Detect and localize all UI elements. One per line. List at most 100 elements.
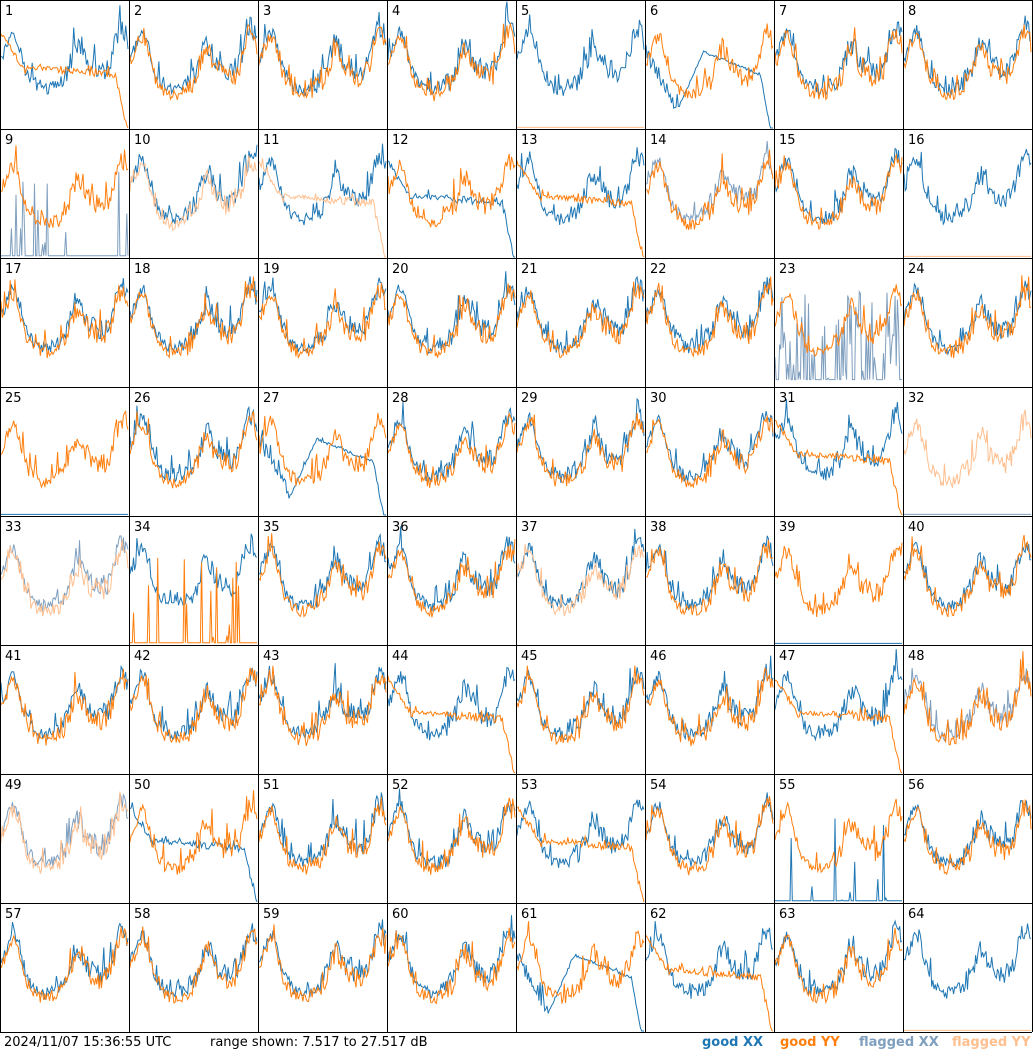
series-xx-good xyxy=(516,528,645,609)
panel-label: 62 xyxy=(650,907,667,922)
panel-63: 63 xyxy=(774,907,903,1004)
panel-label: 28 xyxy=(392,391,409,406)
series-xx-good xyxy=(129,667,258,742)
series-yy-good xyxy=(903,275,1032,359)
panel-label: 16 xyxy=(908,133,925,148)
series-xx-flagged xyxy=(0,535,129,612)
panel-label: 36 xyxy=(392,520,409,535)
panel-label: 21 xyxy=(521,262,538,277)
panel-label: 14 xyxy=(650,133,667,148)
range-label: range shown: 7.517 to 27.517 dB xyxy=(210,1035,428,1050)
panel-21: 21 xyxy=(516,262,645,358)
panel-label: 13 xyxy=(521,133,538,148)
panel-label: 58 xyxy=(134,907,151,922)
panel-label: 61 xyxy=(521,907,538,922)
panel-64: 64 xyxy=(903,907,1032,1031)
panel-label: 3 xyxy=(263,4,271,19)
panel-label: 30 xyxy=(650,391,667,406)
series-yy-good xyxy=(387,153,516,228)
panel-26: 26 xyxy=(129,391,258,489)
series-xx-good xyxy=(0,665,129,740)
series-yy-good xyxy=(516,412,645,487)
panel-53: 53 xyxy=(516,778,645,903)
panel-23: 23 xyxy=(774,262,903,381)
series-yy-good xyxy=(645,415,774,489)
series-yy-flagged xyxy=(0,791,129,875)
timestamp: 2024/11/07 15:36:55 UTC xyxy=(4,1035,172,1050)
panel-24: 24 xyxy=(903,262,1032,359)
series-yy-good xyxy=(0,145,129,228)
series-xx-good xyxy=(774,399,903,481)
series-yy-good xyxy=(258,26,387,100)
panel-8: 8 xyxy=(903,4,1032,101)
panel-18: 18 xyxy=(129,262,258,359)
panel-label: 22 xyxy=(650,262,667,277)
panel-10: 10 xyxy=(129,133,258,231)
panel-label: 35 xyxy=(263,520,280,535)
series-yy-good xyxy=(387,927,516,1005)
panel-11: 11 xyxy=(258,133,387,258)
panel-label: 23 xyxy=(779,262,796,277)
panel-label: 63 xyxy=(779,907,796,922)
panel-55: 55 xyxy=(774,778,903,902)
panel-16: 16 xyxy=(903,133,1032,257)
series-yy-good xyxy=(258,797,387,875)
panel-12: 12 xyxy=(387,133,516,258)
series-yy-good xyxy=(774,927,903,1004)
series-yy-good xyxy=(774,284,903,357)
series-yy-good xyxy=(0,668,129,746)
series-yy-good xyxy=(129,24,258,102)
series-xx-good xyxy=(903,800,1032,868)
panel-label: 24 xyxy=(908,262,925,277)
panel-label: 50 xyxy=(134,778,151,793)
series-xx-good xyxy=(516,397,645,483)
series-xx-good xyxy=(645,921,774,999)
panel-33: 33 xyxy=(0,520,129,617)
panel-label: 43 xyxy=(263,649,280,664)
panel-40: 40 xyxy=(903,520,1032,618)
panel-label: 57 xyxy=(5,907,22,922)
panel-48: 48 xyxy=(903,649,1032,746)
panel-44: 44 xyxy=(387,649,516,774)
panel-42: 42 xyxy=(129,649,258,744)
panel-label: 33 xyxy=(5,520,22,535)
panel-54: 54 xyxy=(645,778,774,876)
panel-label: 64 xyxy=(908,907,925,922)
series-yy-good xyxy=(645,149,774,230)
series-yy-good xyxy=(903,24,1032,101)
series-yy-good xyxy=(129,667,258,744)
panel-label: 46 xyxy=(650,649,667,664)
panel-label: 41 xyxy=(5,649,22,664)
series-xx-good xyxy=(516,799,645,869)
panel-label: 49 xyxy=(5,778,22,793)
series-yy-good xyxy=(258,924,387,1003)
series-xx-good xyxy=(387,160,515,258)
series-yy-good xyxy=(387,22,516,102)
series-xx-good xyxy=(387,788,516,870)
panel-label: 20 xyxy=(392,262,409,277)
panel-label: 4 xyxy=(392,4,400,19)
panel-13: 13 xyxy=(516,133,645,258)
panel-27: 27 xyxy=(258,391,387,516)
series-yy-flagged xyxy=(0,539,129,617)
panel-label: 25 xyxy=(5,391,22,406)
series-yy-good xyxy=(129,276,258,359)
panel-label: 6 xyxy=(650,4,658,19)
panel-22: 22 xyxy=(645,262,774,358)
panel-7: 7 xyxy=(774,4,903,101)
series-yy-good xyxy=(0,279,129,359)
panel-29: 29 xyxy=(516,391,645,487)
series-yy-good xyxy=(258,413,387,486)
panel-41: 41 xyxy=(0,649,129,746)
panel-label: 34 xyxy=(134,520,151,535)
panel-58: 58 xyxy=(129,907,258,1004)
series-xx-good xyxy=(775,818,902,902)
panel-label: 12 xyxy=(392,133,409,148)
panel-label: 52 xyxy=(392,778,409,793)
panel-1: 1 xyxy=(0,4,129,129)
panel-14: 14 xyxy=(645,133,774,230)
series-yy-good xyxy=(516,806,645,903)
series-xx-good xyxy=(903,15,1032,96)
